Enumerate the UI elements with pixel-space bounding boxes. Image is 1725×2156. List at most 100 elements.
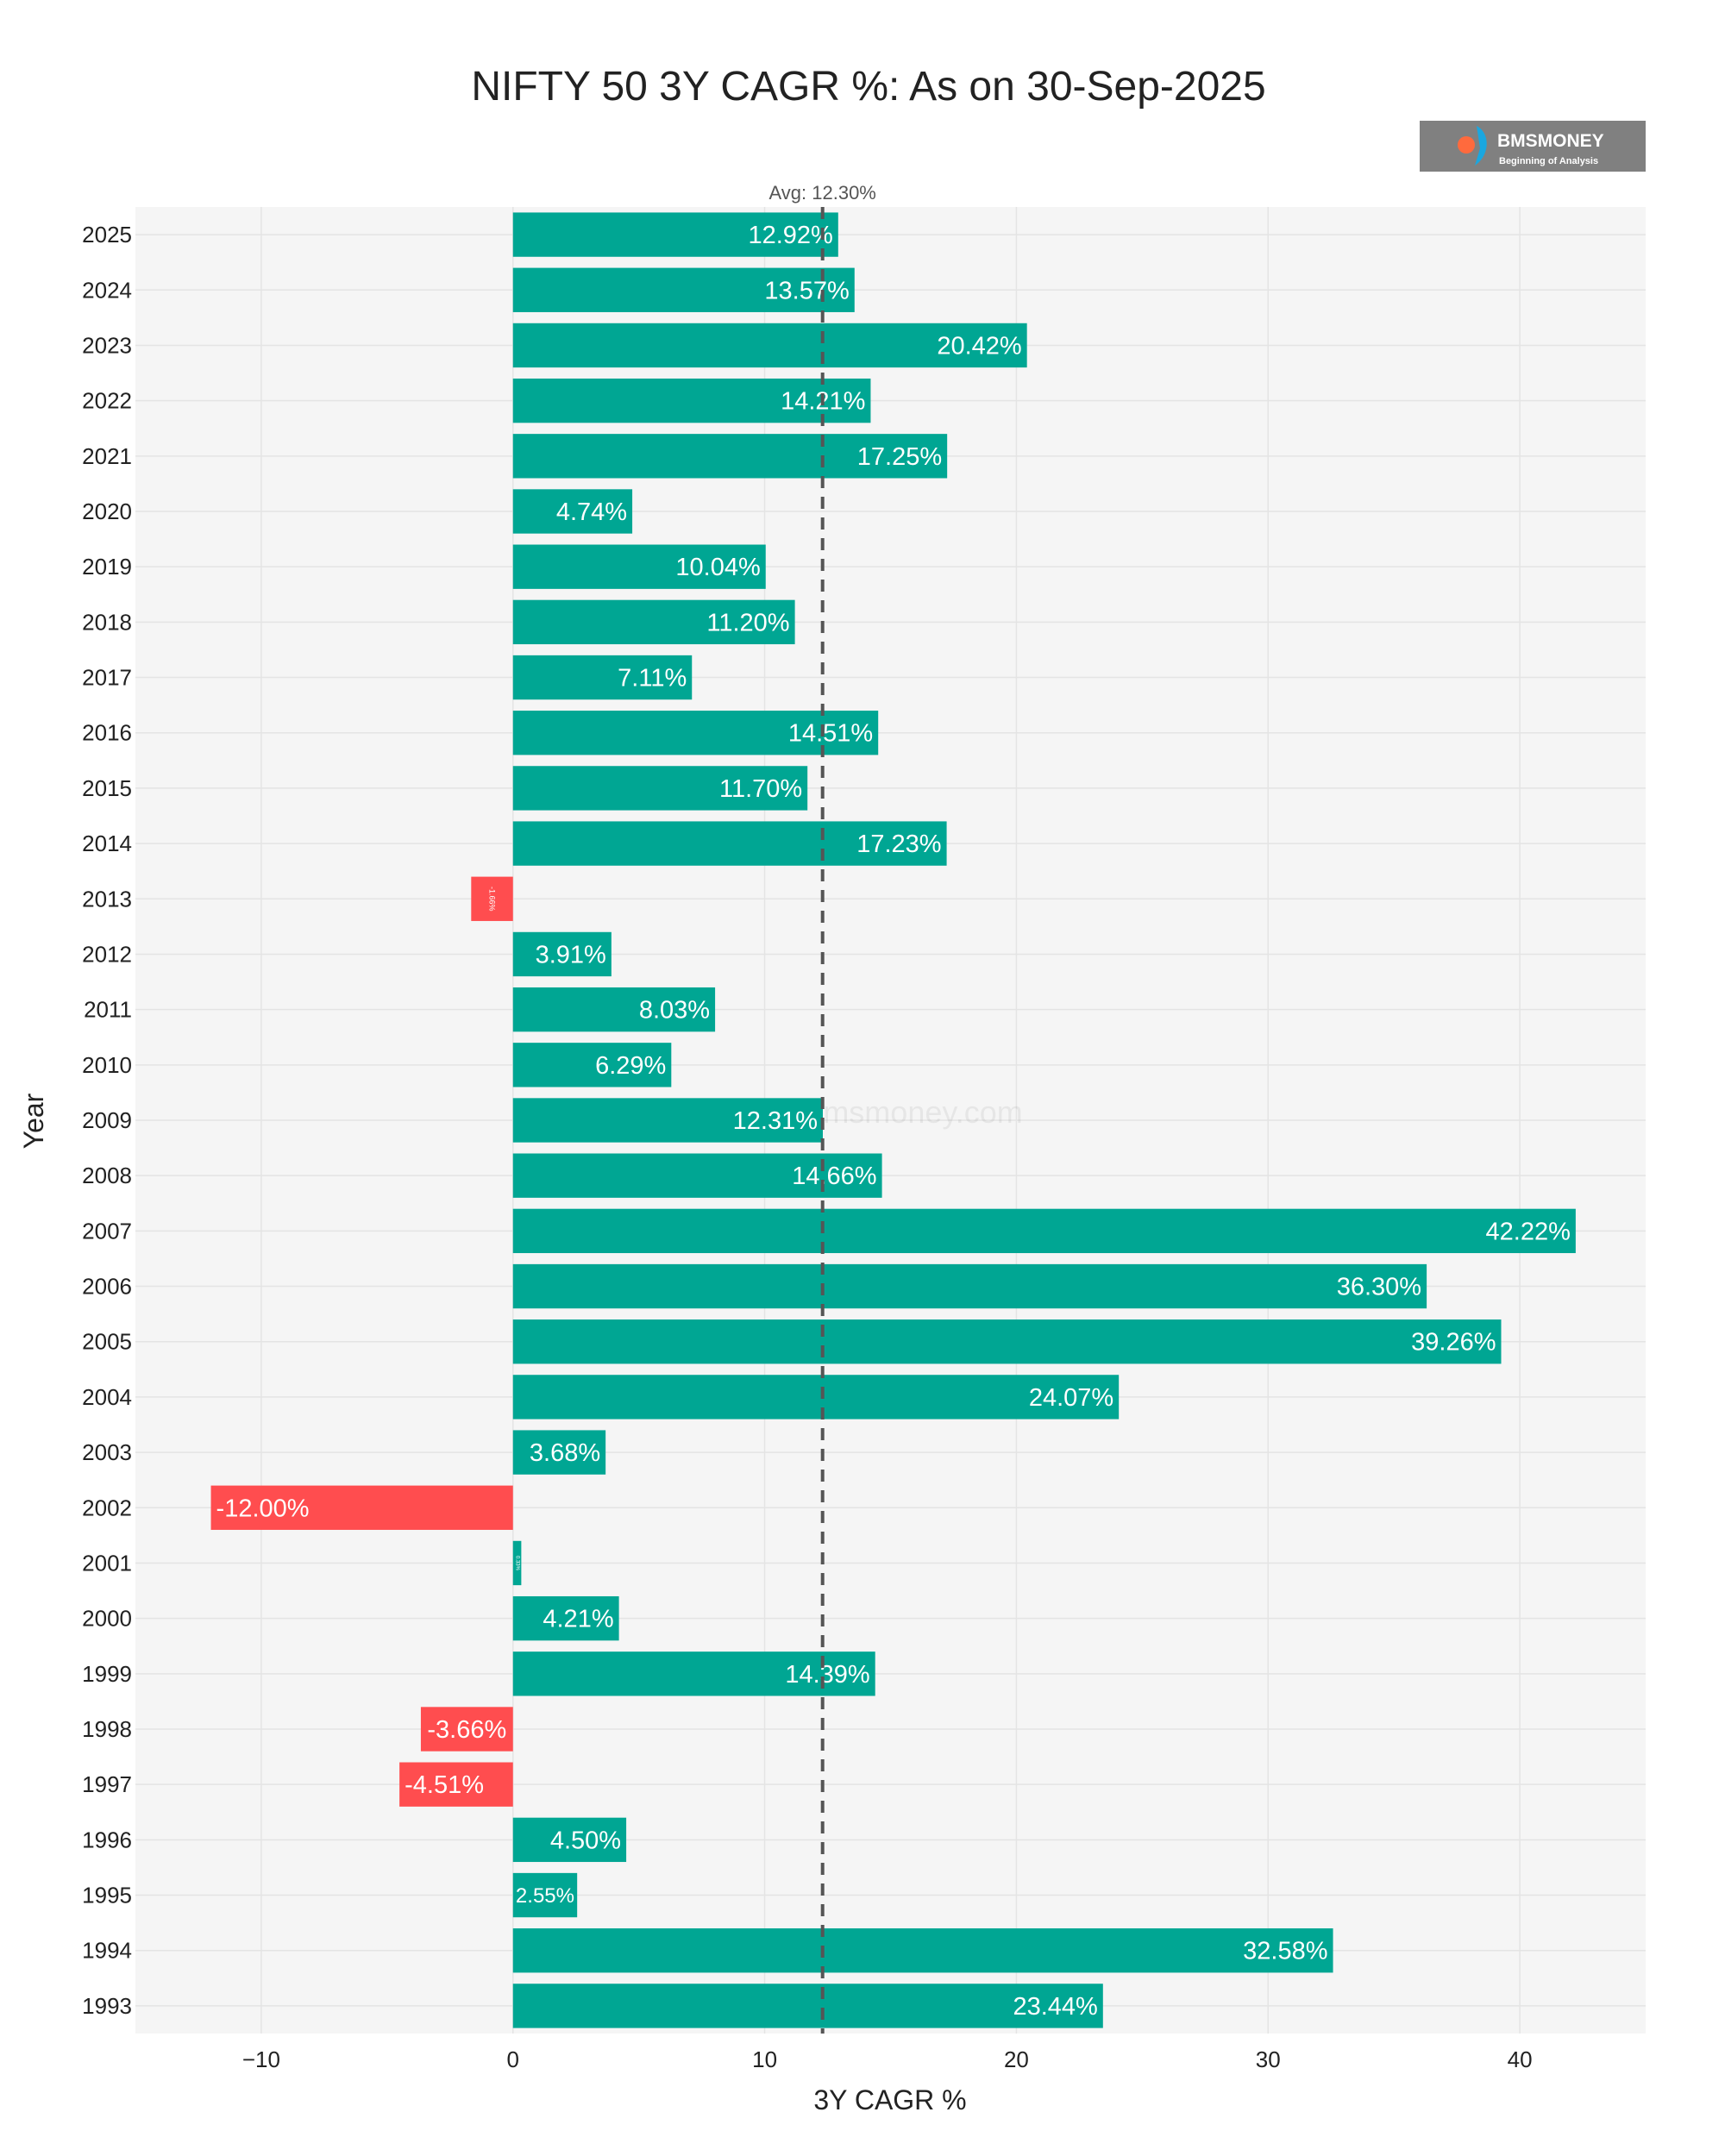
bar-2008 — [512, 1153, 882, 1198]
y-tick-label: 2014 — [82, 830, 132, 856]
bar-label-2020: 4.74% — [556, 498, 627, 526]
bar-2016 — [512, 711, 879, 755]
y-tick-label: 2008 — [82, 1163, 132, 1188]
bar-label-2004: 24.07% — [1029, 1384, 1113, 1412]
brand-name: BMSMONEY — [1497, 131, 1604, 151]
bar-1996 — [512, 1817, 627, 1863]
bar-2024 — [512, 267, 855, 312]
y-tick-label: 2001 — [82, 1550, 132, 1576]
y-tick-label: 2024 — [82, 277, 132, 303]
y-axis-ticks: 2025 2024 2023 2022 2021 2020 2019 2018 2017 2016… — [82, 222, 132, 2019]
bar-2025 — [512, 212, 838, 257]
bar-2004 — [512, 1375, 1120, 1420]
y-tick-label: 2005 — [82, 1329, 132, 1355]
bar-2002 — [210, 1485, 513, 1530]
bar-2007 — [512, 1208, 1576, 1254]
bar-label-2023: 20.42% — [937, 332, 1021, 360]
y-tick-label: 2004 — [82, 1384, 132, 1410]
bar-label-2010: 6.29% — [595, 1052, 666, 1080]
x-tick-label: 30 — [1256, 2046, 1281, 2072]
brand-icon-orange-dot — [1458, 136, 1475, 154]
x-axis-ticks: −10 0 10 20 30 40 — [242, 2046, 1533, 2072]
bar-label-2015: 11.70% — [719, 775, 802, 803]
average-marker: Avg: 12.30% — [769, 182, 876, 2034]
bar-2001 — [512, 1540, 522, 1586]
bar-label-2006: 36.30% — [1337, 1274, 1421, 1301]
bar-label-2024: 13.57% — [764, 277, 849, 304]
bar-2017 — [512, 655, 693, 700]
x-tick-label: −10 — [242, 2046, 280, 2072]
brand-tagline: Beginning of Analysis — [1499, 156, 1598, 166]
bar-label-2003: 3.68% — [530, 1439, 600, 1467]
x-tick-label: 40 — [1508, 2046, 1533, 2072]
bar-1997 — [399, 1762, 513, 1807]
bar-label-2009: 12.31% — [733, 1107, 818, 1135]
bar-label-1995: 2.55% — [516, 1884, 574, 1908]
y-tick-label: 2016 — [82, 720, 132, 746]
bar-1993 — [512, 1984, 1103, 2028]
bar-2020 — [512, 489, 633, 534]
y-tick-label: 2012 — [82, 941, 132, 967]
y-tick-label: 1998 — [82, 1716, 132, 1742]
bar-label-2005: 39.26% — [1411, 1329, 1496, 1357]
bar-label-2008: 14.66% — [792, 1163, 876, 1190]
y-tick-label: 2009 — [82, 1107, 132, 1133]
bar-1995 — [512, 1872, 578, 1918]
y-tick-label: 1993 — [82, 1993, 132, 2019]
y-tick-label: 1997 — [82, 1771, 132, 1797]
y-axis-title: Year — [18, 1093, 49, 1149]
brand-icon — [1458, 126, 1487, 166]
bar-label-2021: 17.25% — [857, 443, 942, 471]
y-tick-label: 2006 — [82, 1274, 132, 1300]
bar-2015 — [512, 766, 808, 811]
bar-label-2012: 3.91% — [536, 941, 606, 968]
bar-label-2001: 0.33% — [515, 1556, 520, 1571]
bar-value-labels: 12.92%13.57%20.42%14.21%17.25%4.74%10.04… — [216, 222, 1571, 2021]
bar-2009 — [512, 1098, 823, 1143]
bar-label-1993: 23.44% — [1013, 1993, 1097, 2021]
y-tick-label: 2018 — [82, 609, 132, 635]
bar-2023 — [512, 323, 1027, 368]
y-tick-label: 1994 — [82, 1938, 132, 1964]
y-tick-label: 1995 — [82, 1883, 132, 1908]
bar-2000 — [512, 1595, 619, 1641]
bar-1999 — [512, 1651, 875, 1696]
x-tick-label: 10 — [752, 2046, 777, 2072]
bar-2014 — [512, 821, 947, 866]
y-tick-label: 2000 — [82, 1606, 132, 1632]
bar-label-1997: -4.51% — [405, 1771, 484, 1799]
brand-logo-box — [1420, 121, 1646, 172]
y-tick-label: 1996 — [82, 1827, 132, 1852]
bar-label-2016: 14.51% — [788, 720, 873, 748]
bar-2010 — [512, 1043, 672, 1087]
y-tick-label: 2013 — [82, 886, 132, 912]
bar-2006 — [512, 1263, 1427, 1309]
y-tick-label: 2020 — [82, 498, 132, 524]
y-tick-label: 2015 — [82, 775, 132, 801]
bar-label-2002: -12.00% — [216, 1495, 310, 1522]
y-tick-label: 2007 — [82, 1218, 132, 1244]
bar-1994 — [512, 1928, 1333, 1973]
bar-2005 — [512, 1319, 1502, 1364]
bar-2013 — [471, 876, 513, 921]
x-tick-label: 0 — [507, 2046, 519, 2072]
watermark: bmsmoney.com — [806, 1094, 1022, 1130]
x-tick-label: 20 — [1004, 2046, 1029, 2072]
bar-label-2019: 10.04% — [675, 554, 760, 581]
bar-1998 — [420, 1707, 513, 1752]
bar-label-1996: 4.50% — [550, 1827, 621, 1854]
y-tick-label: 2022 — [82, 388, 132, 414]
bar-label-2000: 4.21% — [543, 1606, 613, 1633]
y-tick-label: 2021 — [82, 443, 132, 469]
chart-title: NIFTY 50 3Y CAGR %: As on 30-Sep-2025 — [471, 64, 1265, 110]
bar-2021 — [512, 434, 948, 479]
bar-label-2007: 42.22% — [1486, 1218, 1571, 1245]
y-tick-label: 2010 — [82, 1052, 132, 1078]
bar-label-2017: 7.11% — [618, 665, 687, 693]
y-tick-label: 2002 — [82, 1495, 132, 1520]
brand-icon-blue-arc — [1475, 126, 1487, 166]
bar-2018 — [512, 599, 795, 645]
bar-2022 — [512, 378, 871, 423]
y-tick-label: 2017 — [82, 665, 132, 691]
